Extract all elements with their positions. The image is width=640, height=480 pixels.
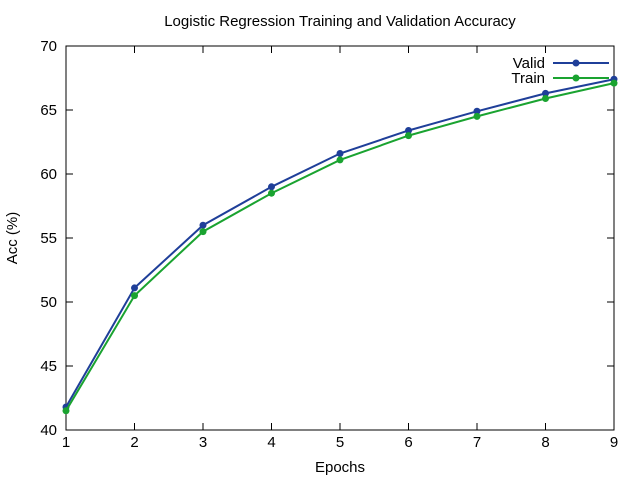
legend-label-train: Train [511, 70, 545, 87]
data-point-valid [199, 221, 207, 229]
data-point-train [199, 228, 207, 236]
y-axis-title: Acc (%) [4, 212, 21, 265]
x-tick-label: 7 [473, 434, 481, 451]
y-axis-ticks: 40 45 50 55 60 65 70 [40, 38, 614, 439]
x-tick-label: 5 [336, 434, 344, 451]
data-point-train [610, 79, 618, 87]
data-point-train [62, 407, 70, 415]
y-tick-label: 55 [40, 230, 57, 247]
data-point-train [473, 112, 481, 120]
data-point-valid [268, 183, 275, 191]
legend-label-valid: Valid [513, 55, 545, 72]
series-layer [62, 75, 618, 415]
data-point-train [336, 156, 344, 164]
data-point-train [131, 292, 138, 300]
series-line-train [65, 82, 615, 412]
x-tick-label: 8 [541, 434, 549, 451]
chart-title: Logistic Regression Training and Validat… [164, 13, 516, 30]
plot-frame [65, 45, 615, 431]
x-axis-title: Epochs [315, 459, 365, 476]
x-tick-label: 2 [130, 434, 138, 451]
data-point-train [405, 132, 412, 140]
x-tick-label: 4 [267, 434, 275, 451]
y-tick-label: 60 [40, 166, 57, 183]
data-point-valid [131, 284, 138, 292]
y-tick-label: 65 [40, 102, 57, 119]
y-tick-label: 45 [40, 358, 57, 375]
legend-marker-train [572, 74, 580, 82]
data-point-valid [473, 107, 481, 115]
x-tick-label: 9 [610, 434, 618, 451]
data-point-train [268, 189, 275, 197]
y-tick-label: 40 [40, 422, 57, 439]
x-tick-label: 3 [199, 434, 207, 451]
x-axis-ticks: 1 2 3 4 5 6 7 8 9 [62, 46, 618, 451]
data-point-valid [405, 126, 412, 134]
legend-marker-valid [572, 59, 580, 67]
data-point-train [542, 94, 549, 102]
x-tick-label: 6 [404, 434, 412, 451]
x-tick-label: 1 [62, 434, 70, 451]
data-point-valid [542, 89, 549, 97]
y-tick-label: 70 [40, 38, 57, 55]
y-tick-label: 50 [40, 294, 57, 311]
data-point-valid [336, 150, 344, 158]
series-line-valid [65, 78, 615, 408]
